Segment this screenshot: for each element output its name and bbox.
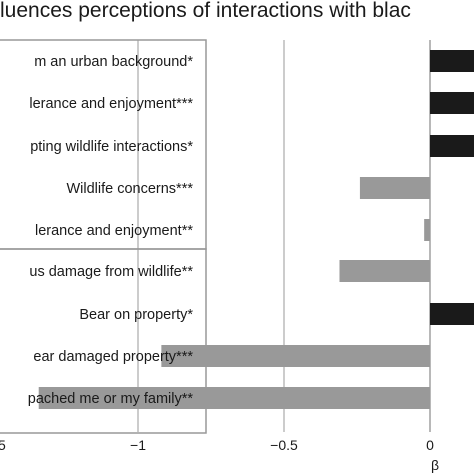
bar-8	[38, 387, 430, 409]
bar-4	[424, 219, 430, 241]
category-boxes	[0, 39, 207, 434]
bar-0	[430, 50, 474, 72]
category-label-0: m an urban background*	[34, 54, 193, 70]
bars	[38, 50, 474, 409]
category-label-4: lerance and enjoyment**	[35, 223, 193, 239]
category-label-7: ear damaged property***	[33, 349, 193, 365]
x-tick-labels: −1.5 −1 −0.5 0	[0, 437, 434, 453]
bar-6	[430, 303, 474, 325]
category-group-box-2	[0, 248, 207, 434]
category-labels: m an urban background* lerance and enjoym…	[28, 54, 194, 407]
x-tick-2: −0.5	[270, 437, 298, 453]
bar-3	[359, 177, 430, 199]
x-axis-label: β	[431, 457, 439, 473]
x-tick-0: −1.5	[0, 437, 6, 453]
bar-7	[161, 345, 431, 367]
x-tick-3: 0	[426, 437, 434, 453]
x-tick-1: −1	[130, 437, 146, 453]
category-label-8: pached me or my family**	[28, 391, 194, 407]
bar-2	[430, 135, 474, 157]
bar-1	[430, 92, 474, 114]
bar-5	[339, 260, 430, 282]
category-label-3: Wildlife concerns***	[66, 181, 193, 197]
category-label-6: Bear on property*	[79, 307, 193, 323]
category-label-5: us damage from wildlife**	[29, 264, 193, 280]
category-label-1: lerance and enjoyment***	[29, 96, 193, 112]
chart-title: luences perceptions of interactions with…	[0, 0, 411, 22]
category-label-2: pting wildlife interactions*	[30, 139, 193, 155]
